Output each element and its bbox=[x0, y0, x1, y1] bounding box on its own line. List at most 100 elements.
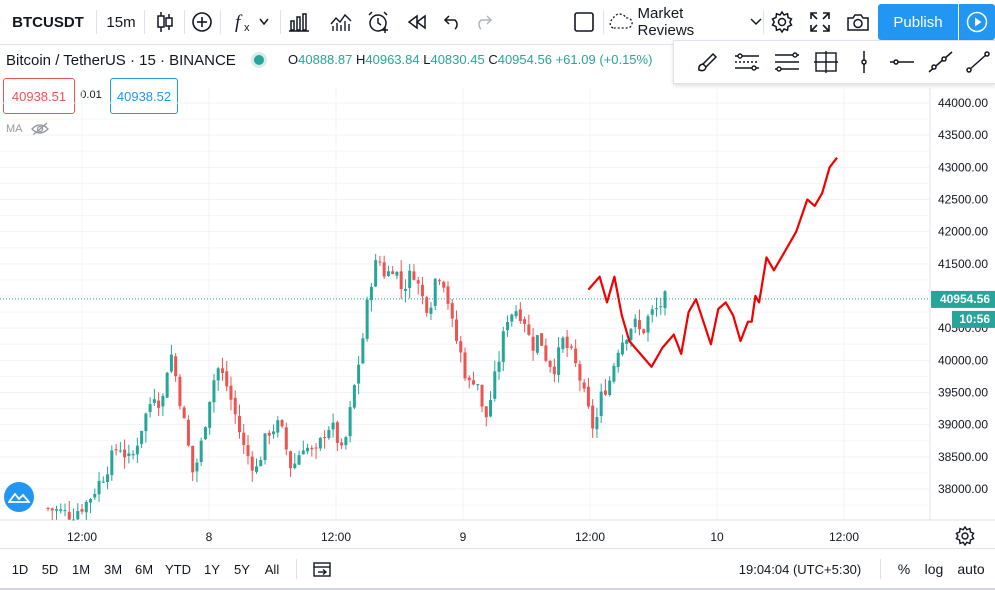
candle-body bbox=[272, 431, 276, 435]
rectangle-tool-button[interactable] bbox=[808, 44, 844, 80]
gear-icon bbox=[771, 10, 793, 34]
symbol-title[interactable]: Bitcoin / TetherUS · 15 · BINANCE bbox=[6, 51, 236, 69]
replay-button[interactable] bbox=[400, 6, 434, 38]
brush-icon bbox=[698, 52, 718, 72]
settings-button[interactable] bbox=[765, 6, 799, 38]
camera-icon bbox=[847, 14, 869, 31]
price-scale: 44000.00 43500.00 43000.00 42500.00 42000.00… bbox=[938, 96, 988, 496]
candle-body bbox=[263, 433, 267, 461]
candle-body bbox=[259, 460, 263, 467]
calendar-arrow-icon bbox=[313, 562, 331, 577]
snapshot-button[interactable] bbox=[841, 6, 875, 38]
eye-off-icon[interactable] bbox=[30, 122, 49, 136]
compare-button[interactable] bbox=[186, 6, 218, 38]
candle-body bbox=[510, 314, 514, 322]
candle-body bbox=[293, 463, 297, 469]
timeframe-all[interactable]: All bbox=[264, 561, 280, 577]
timeframe-6m[interactable]: 6M bbox=[134, 561, 154, 577]
interval-button[interactable]: 15m bbox=[100, 6, 142, 38]
timeframe-5y[interactable]: 5Y bbox=[234, 561, 250, 577]
buy-button[interactable]: 40938.52 bbox=[110, 78, 178, 114]
fib-retracement-button[interactable] bbox=[769, 44, 805, 80]
divider bbox=[280, 10, 281, 34]
auto-scale-toggle[interactable]: auto bbox=[957, 561, 985, 577]
candle-body bbox=[101, 481, 105, 483]
layout-name-button[interactable]: Market Reviews bbox=[606, 5, 762, 39]
vertical-line-button[interactable] bbox=[846, 44, 882, 80]
bottom-edge bbox=[0, 588, 995, 590]
countdown-label-bg bbox=[952, 310, 995, 328]
parallel-channel-button[interactable] bbox=[729, 44, 765, 80]
undo-button[interactable] bbox=[438, 6, 468, 38]
timezone-clock[interactable]: 19:04:04 (UTC+5:30) bbox=[738, 561, 862, 577]
publish-button[interactable]: Publish bbox=[878, 4, 958, 40]
candle-body bbox=[574, 348, 578, 364]
candle-body bbox=[276, 420, 280, 433]
candle-body bbox=[174, 356, 178, 377]
candle-body bbox=[442, 281, 446, 288]
tradingview-logo[interactable] bbox=[4, 482, 34, 512]
candle-body bbox=[140, 430, 144, 444]
market-status-dot[interactable] bbox=[253, 55, 264, 65]
alert-button[interactable] bbox=[360, 6, 396, 38]
hand-drawn-projection[interactable] bbox=[587, 157, 838, 368]
timeframe-1m[interactable]: 1M bbox=[71, 561, 91, 577]
buy-price: 40938.52 bbox=[116, 88, 172, 104]
symbol-search-button[interactable]: BTCUSDT bbox=[0, 6, 96, 38]
go-to-date-button[interactable] bbox=[310, 559, 334, 579]
timeframe-ytd[interactable]: YTD bbox=[165, 561, 191, 577]
financials-button[interactable] bbox=[283, 6, 315, 38]
ticker-label: BTCUSDT bbox=[12, 13, 84, 31]
timeframe-1d[interactable]: 1D bbox=[11, 561, 29, 577]
price-tick-label: 38500.00 bbox=[938, 450, 988, 464]
candle-body bbox=[335, 422, 339, 443]
horizontal-line-icon bbox=[890, 59, 914, 65]
plus-circle-icon bbox=[192, 12, 212, 32]
chevron-down-icon bbox=[750, 18, 762, 26]
indicator-name[interactable]: MA bbox=[6, 123, 23, 135]
rewind-icon bbox=[407, 14, 426, 30]
time-tick-label: 12:00 bbox=[575, 530, 605, 544]
price-tick-label: 40000.00 bbox=[938, 353, 988, 367]
candle-body bbox=[429, 307, 433, 314]
timeframe-1y[interactable]: 1Y bbox=[204, 561, 220, 577]
timeframe-3m[interactable]: 3M bbox=[103, 561, 123, 577]
ray-tool-button[interactable] bbox=[922, 44, 958, 80]
candle-body bbox=[650, 309, 654, 315]
percent-scale-toggle[interactable]: % bbox=[897, 561, 911, 577]
candle-body bbox=[369, 286, 373, 301]
horizontal-line-button[interactable] bbox=[884, 44, 920, 80]
trend-line-button[interactable] bbox=[960, 44, 995, 80]
brush-tool-button[interactable] bbox=[690, 44, 726, 80]
candle-body bbox=[433, 278, 437, 306]
timeframe-5d[interactable]: 5D bbox=[41, 561, 59, 577]
candle-body bbox=[178, 376, 182, 407]
candle-body bbox=[106, 474, 110, 482]
redo-button[interactable] bbox=[468, 6, 498, 38]
candle-body bbox=[169, 354, 173, 372]
log-scale-toggle[interactable]: log bbox=[924, 561, 944, 577]
fullscreen-button[interactable] bbox=[803, 6, 837, 38]
candle-body bbox=[72, 519, 76, 521]
time-scale: 12:00 8 12:00 9 12:00 10 12:00 bbox=[67, 530, 859, 544]
publish-idea-button[interactable] bbox=[959, 4, 995, 40]
candle-body bbox=[323, 437, 327, 439]
candle-body bbox=[152, 399, 156, 403]
divider bbox=[296, 559, 297, 579]
candle-body bbox=[208, 401, 212, 428]
templates-button[interactable] bbox=[325, 6, 357, 38]
multi-layout-button[interactable] bbox=[568, 6, 600, 38]
candle-body bbox=[182, 407, 186, 419]
divider bbox=[603, 10, 604, 34]
candle-body bbox=[591, 405, 595, 429]
sell-button[interactable]: 40938.51 bbox=[3, 78, 75, 114]
candle-body bbox=[374, 260, 378, 287]
candle-body bbox=[225, 371, 229, 387]
chart-settings-button[interactable] bbox=[954, 525, 976, 547]
chart-type-button[interactable] bbox=[148, 6, 182, 38]
candle-body bbox=[157, 400, 161, 408]
bottom-toolbar: 1D 5D 1M 3M 6M YTD 1Y 5Y All 19:04:04 (U… bbox=[0, 548, 995, 589]
ray-icon bbox=[928, 51, 953, 73]
